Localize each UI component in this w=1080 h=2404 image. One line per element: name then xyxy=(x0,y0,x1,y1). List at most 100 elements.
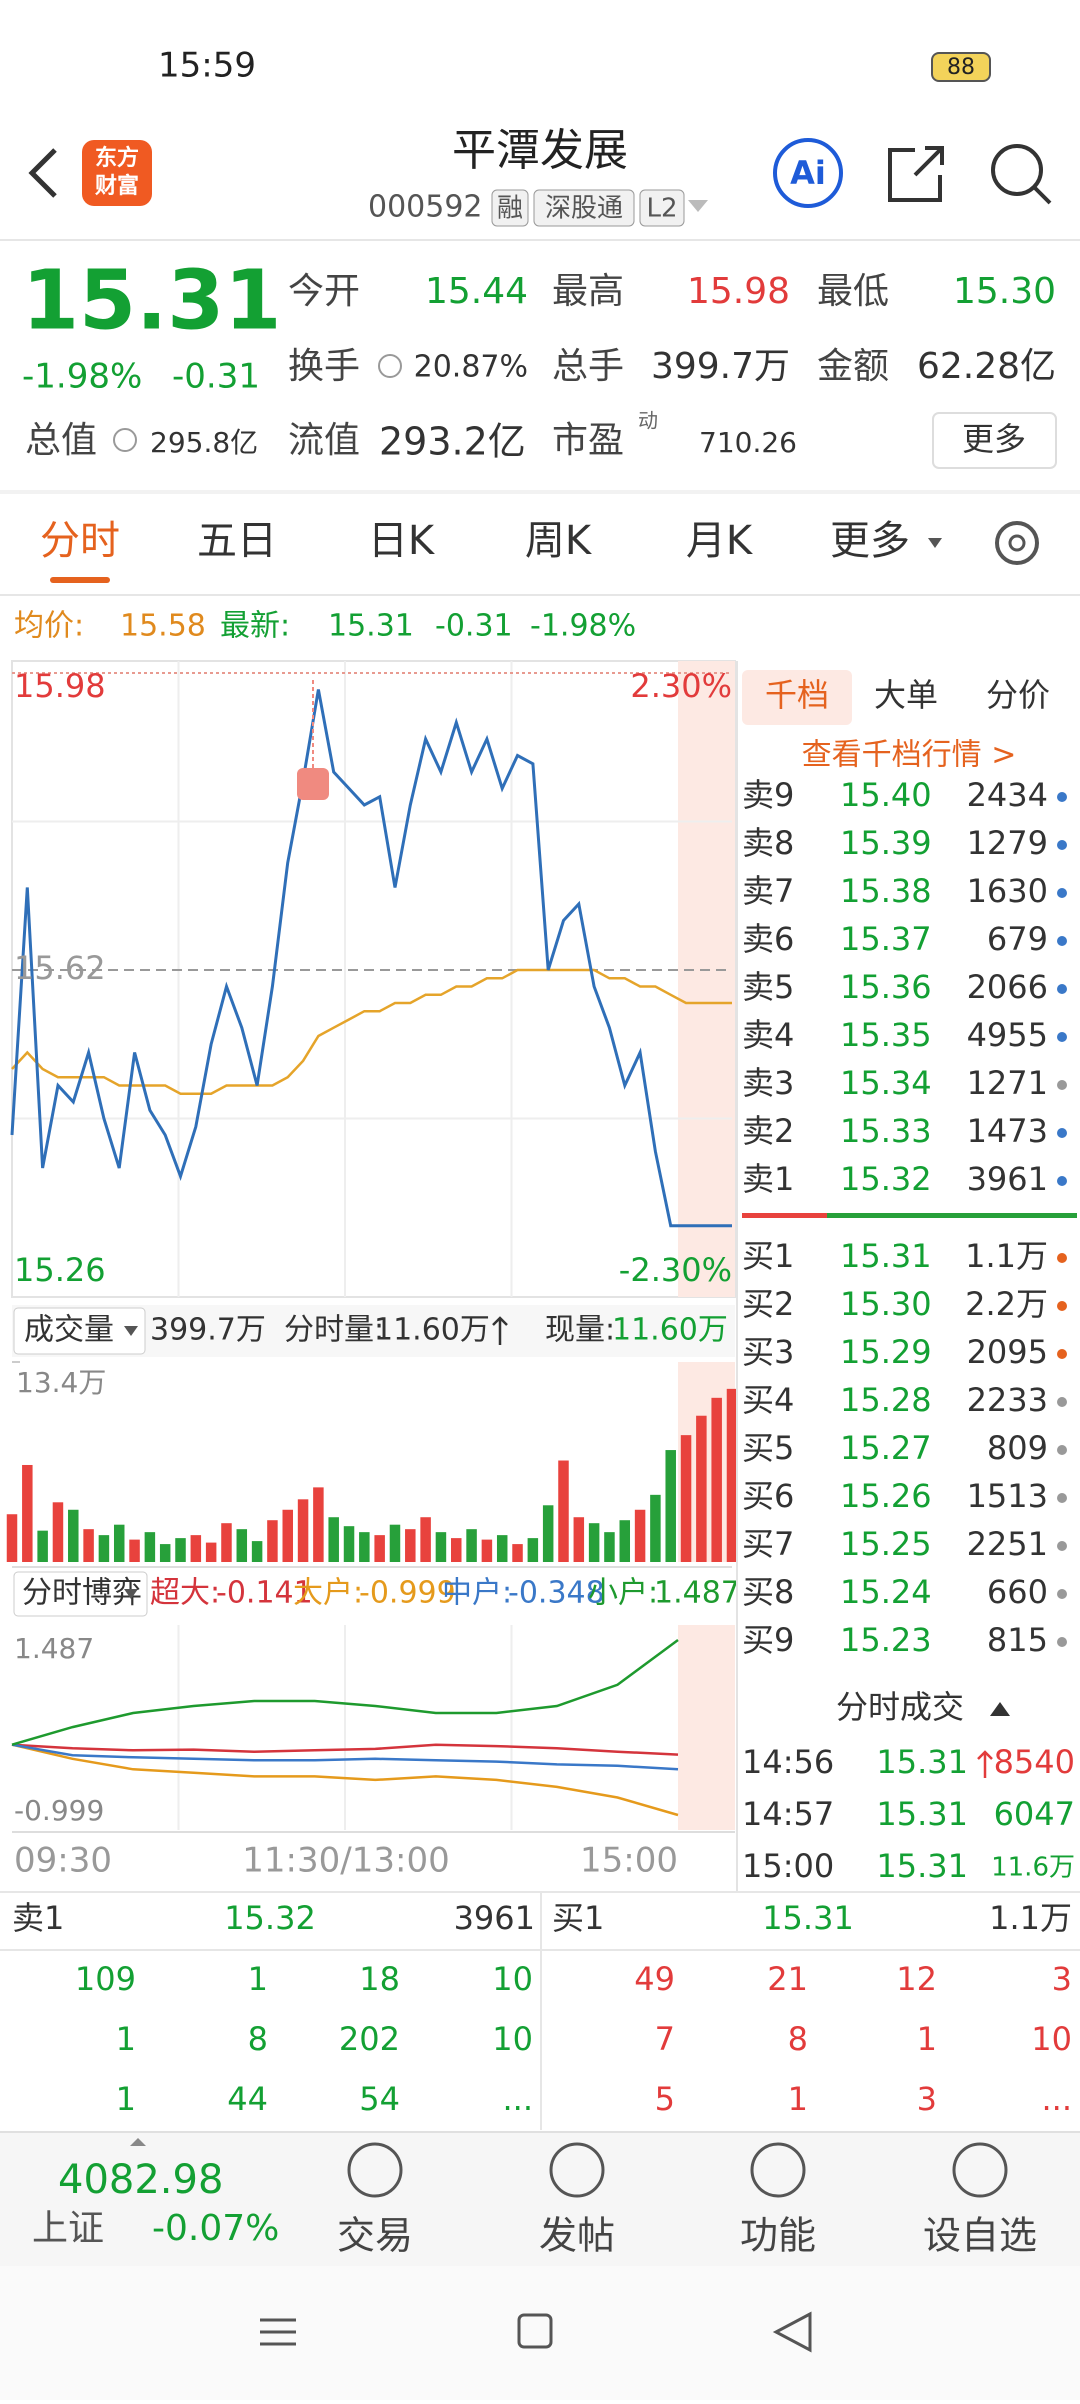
volume-selector-text[interactable]: 成交量 xyxy=(24,1313,114,1348)
volume-bar xyxy=(604,1532,615,1562)
index-toggle xyxy=(130,2138,146,2146)
book-link[interactable]: 查看千档行情 > xyxy=(802,738,1017,773)
book-dot xyxy=(1057,888,1067,898)
trades-title[interactable]: 分时成交 xyxy=(836,1688,964,1726)
field-value: 62.28亿 xyxy=(917,346,1056,387)
level1-label: 卖1 xyxy=(12,1899,64,1937)
back-nav-button[interactable] xyxy=(772,2311,812,2353)
nav-icon[interactable] xyxy=(549,2142,605,2198)
time-label: 11:30/13:00 xyxy=(242,1841,449,1881)
system-nav xyxy=(0,2266,1080,2400)
book-dot xyxy=(1057,1301,1067,1311)
ai-text[interactable]: Ai xyxy=(790,154,826,192)
auction-zone xyxy=(678,1625,735,1830)
flow-max-label: 1.487 xyxy=(14,1632,94,1665)
chart-tab[interactable]: 月K xyxy=(686,518,754,564)
pct-high-label: 2.30% xyxy=(630,667,732,705)
battery-level: 88 xyxy=(947,55,975,80)
book-price: 15.26 xyxy=(840,1477,932,1515)
nav-label[interactable]: 发帖 xyxy=(539,2214,615,2258)
book-volume: 809 xyxy=(987,1429,1048,1467)
book-tab[interactable]: 千档 xyxy=(765,676,829,714)
home-button[interactable] xyxy=(517,2313,553,2349)
flow-legend-value: -0.999 xyxy=(359,1576,456,1611)
queue-volume: 1 xyxy=(788,2080,808,2118)
book-dot xyxy=(1057,1080,1067,1090)
nav-label[interactable]: 设自选 xyxy=(923,2214,1037,2258)
chart-tab[interactable]: 五日 xyxy=(197,518,277,564)
book-tab-active xyxy=(742,670,852,725)
nav-label[interactable]: 交易 xyxy=(337,2214,413,2258)
volume-bar xyxy=(389,1524,401,1562)
queue-volume: 1 xyxy=(116,2020,136,2058)
nav-label[interactable]: 功能 xyxy=(740,2214,816,2258)
logo-text: 东方 xyxy=(95,145,139,171)
book-price: 15.30 xyxy=(840,1285,932,1323)
stock-tag xyxy=(639,189,685,227)
book-volume: 2.2万 xyxy=(965,1285,1048,1323)
volume-bar xyxy=(619,1520,631,1562)
last-value: 15.31 xyxy=(328,609,414,644)
level1-volume: 3961 xyxy=(454,1899,535,1937)
book-tab[interactable]: 大单 xyxy=(874,676,938,714)
volume-bar xyxy=(588,1523,600,1562)
ai-button[interactable] xyxy=(773,138,843,208)
chart-tab[interactable]: 日K xyxy=(368,518,436,564)
flow-line xyxy=(11,1743,679,1771)
bottom-nav xyxy=(0,2132,1080,2266)
chart-tab[interactable]: 周K xyxy=(525,518,593,564)
book-dot xyxy=(1057,792,1067,802)
price-low-label: 15.26 xyxy=(14,1251,106,1289)
nav-icon[interactable] xyxy=(347,2142,403,2198)
more-button[interactable] xyxy=(932,412,1057,469)
queue-volume: 7 xyxy=(655,2020,675,2058)
search-button[interactable] xyxy=(991,144,1043,196)
volume-bar xyxy=(466,1529,477,1562)
nav-icon[interactable] xyxy=(750,2142,806,2198)
flow-selector[interactable] xyxy=(13,1571,148,1617)
queue-volume: 8 xyxy=(248,2020,268,2058)
volume-selector[interactable] xyxy=(13,1307,146,1355)
volume-bar xyxy=(221,1523,232,1562)
book-volume: 1513 xyxy=(967,1477,1048,1515)
book-volume: 2251 xyxy=(967,1525,1048,1563)
book-dot xyxy=(1057,1253,1067,1263)
selector-arrow xyxy=(124,1326,138,1336)
chart-tab[interactable]: 分时 xyxy=(40,518,120,564)
more-button-text[interactable]: 更多 xyxy=(962,420,1026,458)
book-volume: 1271 xyxy=(967,1064,1048,1102)
settings-button[interactable] xyxy=(995,521,1039,565)
volume-bar xyxy=(313,1487,324,1562)
nav-icon[interactable] xyxy=(952,2142,1008,2198)
volume-bar xyxy=(113,1524,125,1562)
field-value: 15.44 xyxy=(425,271,528,312)
flow-selector-text[interactable]: 分时博弈 xyxy=(22,1576,142,1611)
flow-legend-name: 中户: xyxy=(442,1576,512,1611)
book-price: 15.27 xyxy=(840,1429,932,1467)
book-dot xyxy=(1057,1637,1067,1647)
up-arrow xyxy=(492,1316,508,1345)
volume-bar xyxy=(435,1532,447,1562)
flow-line xyxy=(11,1743,679,1817)
battery xyxy=(931,52,991,82)
field-value: 710.26 xyxy=(699,426,797,459)
index-change: -0.07% xyxy=(152,2208,279,2249)
volume-bar xyxy=(711,1397,722,1562)
back-button[interactable] xyxy=(28,148,57,198)
share-button[interactable] xyxy=(888,146,944,202)
level1-price: 15.31 xyxy=(762,1899,854,1937)
book-label: 卖3 xyxy=(742,1064,794,1102)
queue-volume: 1 xyxy=(917,2020,937,2058)
index-value[interactable]: 4082.98 xyxy=(58,2157,223,2203)
tab-underline xyxy=(50,577,110,583)
book-volume: 660 xyxy=(987,1573,1048,1611)
book-volume: 2233 xyxy=(967,1381,1048,1419)
stock-code: 000592 xyxy=(368,190,483,225)
app-logo xyxy=(82,140,152,206)
book-tab[interactable]: 分价 xyxy=(986,676,1050,714)
trades-header xyxy=(739,1676,1080,1736)
chart-tab[interactable]: 更多 xyxy=(830,518,910,564)
book-dot xyxy=(1057,984,1067,994)
flow-legend-value: -0.348 xyxy=(508,1576,605,1611)
last-change: -0.31 xyxy=(435,609,513,644)
